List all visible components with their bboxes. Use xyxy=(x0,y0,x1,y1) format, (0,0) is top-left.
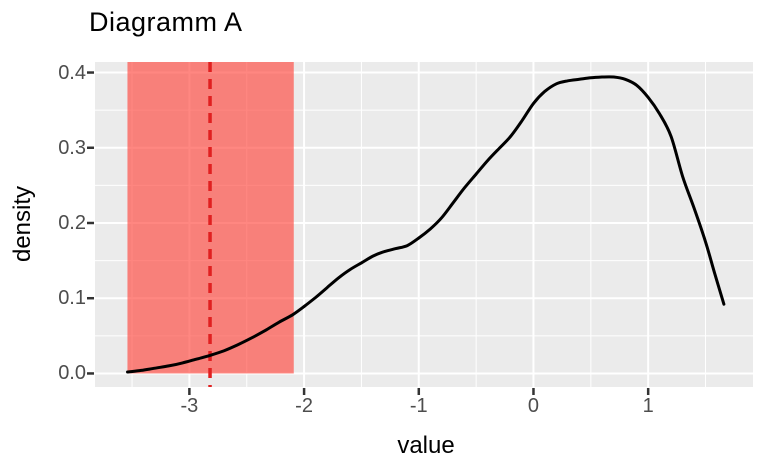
y-axis-title: density xyxy=(9,185,36,263)
density-curve xyxy=(126,75,726,374)
x-tick-label: -3 xyxy=(180,395,199,417)
y-tick-label: 0.1 xyxy=(58,287,86,310)
x-axis-title: value xyxy=(397,432,455,459)
x-tick-label: 1 xyxy=(642,395,654,417)
y-tick-label: 0.3 xyxy=(58,136,86,159)
x-tick-label: -2 xyxy=(295,395,313,417)
y-tick-label: 0.0 xyxy=(58,362,86,385)
chart-title: Diagramm A xyxy=(89,7,243,37)
y-tick-label: 0.4 xyxy=(58,61,86,84)
x-tick-label: -1 xyxy=(409,395,428,417)
x-tick-label: 0 xyxy=(527,395,540,417)
y-tick-label: 0.2 xyxy=(58,211,86,234)
